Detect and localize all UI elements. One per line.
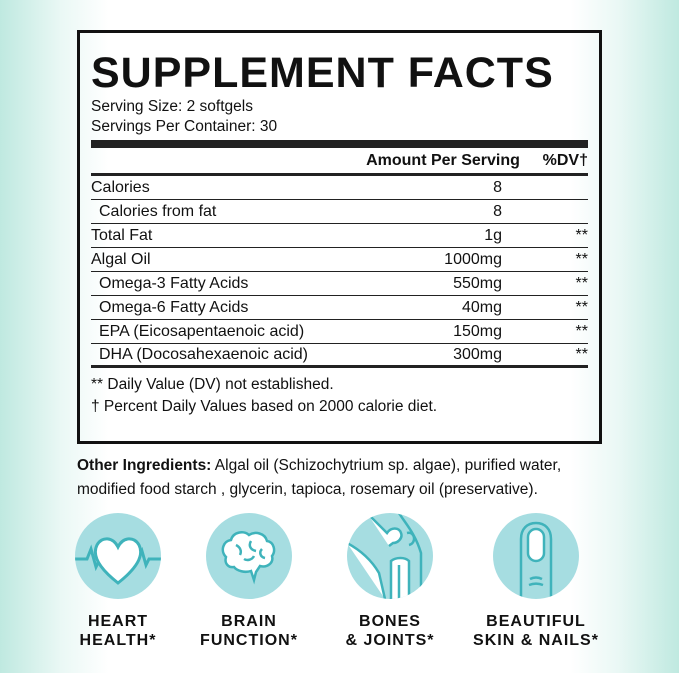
other-ingredients-text: Algal oil (Schizochytrium sp. algae), pu… — [77, 457, 562, 498]
knee-joint-icon — [347, 513, 433, 599]
nutrient-name: Algal Oil — [91, 250, 151, 268]
table-row: Calories from fat 8 — [91, 200, 588, 224]
footnote: ** Daily Value (DV) not established. — [91, 376, 334, 393]
nutrient-dv: ** — [575, 322, 588, 340]
nutrient-dv: ** — [575, 345, 588, 363]
nutrient-amount: 8 — [493, 178, 502, 196]
nutrient-name: Calories from fat — [99, 202, 217, 220]
nutrient-name: Omega-3 Fatty Acids — [99, 274, 249, 292]
benefit-label-skin: BEAUTIFUL SKIN & NAILS* — [473, 613, 599, 649]
nutrient-amount: 150mg — [453, 322, 502, 340]
footnote: † Percent Daily Values based on 2000 cal… — [91, 398, 438, 415]
nutrient-name: Total Fat — [91, 226, 153, 244]
table-row: EPA (Eicosapentaenoic acid) 150mg ** — [91, 320, 588, 344]
table-row: Omega-3 Fatty Acids 550mg ** — [91, 272, 588, 296]
benefit-label-heart: HEART HEALTH* — [79, 613, 157, 649]
nutrient-amount: 550mg — [453, 274, 502, 292]
benefit-label-brain: BRAIN FUNCTION* — [200, 613, 298, 649]
nutrient-dv: ** — [575, 250, 588, 268]
heart-icon — [75, 513, 161, 599]
nutrient-amount: 8 — [493, 202, 502, 220]
nutrient-name: EPA (Eicosapentaenoic acid) — [99, 322, 305, 340]
nutrient-amount: 1000mg — [444, 250, 502, 268]
nutrient-name: Calories — [91, 178, 150, 196]
divider-bar — [91, 140, 588, 148]
nutrient-dv: ** — [575, 274, 588, 292]
nutrient-dv: ** — [575, 226, 588, 244]
table-header: Amount Per Serving %DV† — [91, 148, 588, 176]
nutrient-amount: 40mg — [461, 298, 502, 316]
dv-header: %DV† — [542, 151, 588, 169]
amount-header: Amount Per Serving — [366, 151, 520, 169]
nutrient-amount: 300mg — [453, 345, 502, 363]
fingernail-icon — [493, 513, 579, 599]
benefit-label-bones: BONES & JOINTS* — [345, 613, 435, 649]
table-row: Algal Oil 1000mg ** — [91, 248, 588, 272]
table-row: DHA (Docosahexaenoic acid) 300mg ** — [91, 344, 588, 368]
other-ingredients-label: Other Ingredients: — [77, 457, 212, 474]
nutrient-amount: 1g — [484, 226, 502, 244]
nutrient-name: Omega-6 Fatty Acids — [99, 298, 249, 316]
table-row: Calories 8 — [91, 176, 588, 200]
supplement-facts-panel: SUPPLEMENT FACTS Serving Size: 2 softgel… — [77, 30, 602, 444]
panel-title: SUPPLEMENT FACTS — [91, 49, 554, 97]
table-row: Total Fat 1g ** — [91, 224, 588, 248]
servings-per-container: Servings Per Container: 30 — [91, 118, 278, 135]
table-row: Omega-6 Fatty Acids 40mg ** — [91, 296, 588, 320]
nutrient-dv: ** — [575, 298, 588, 316]
other-ingredients: Other Ingredients: Algal oil (Schizochyt… — [77, 454, 617, 502]
brain-icon — [206, 513, 292, 599]
nutrient-name: DHA (Docosahexaenoic acid) — [99, 345, 308, 363]
serving-size: Serving Size: 2 softgels — [91, 98, 253, 115]
